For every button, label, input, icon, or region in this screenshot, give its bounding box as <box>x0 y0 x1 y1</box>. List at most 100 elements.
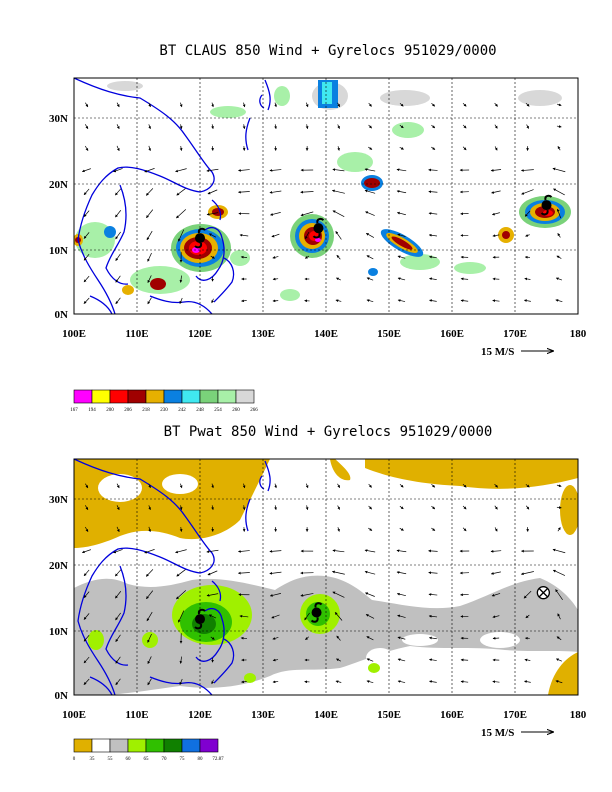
pwat-area <box>560 485 578 535</box>
wind-vector <box>491 593 501 597</box>
lon-tick-label: 140E <box>314 709 338 721</box>
lon-tick-label: 110E <box>125 709 148 721</box>
wind-vector <box>179 483 183 489</box>
wind-vector <box>304 255 310 259</box>
lon-tick-label: 150E <box>377 709 401 721</box>
wind-vector <box>555 299 563 303</box>
wind-vector <box>113 549 123 554</box>
wind-vector <box>237 190 250 194</box>
lat-axis: 0N 10N 20N 30N <box>49 113 68 321</box>
wind-vector <box>269 593 281 597</box>
reference-vector: 15 M/S <box>481 727 553 739</box>
wind-vector <box>365 614 375 619</box>
wind-vector <box>366 255 374 260</box>
cloud-area <box>274 86 290 106</box>
wind-vector <box>237 549 250 553</box>
wind-vector <box>83 613 90 620</box>
cloud-area <box>280 289 300 301</box>
cyclone-tail <box>316 217 325 224</box>
wind-vector <box>428 233 438 237</box>
wind-vector <box>555 589 563 600</box>
wind-vector <box>364 189 376 194</box>
wind-vector <box>462 124 467 129</box>
wind-vector <box>555 277 563 281</box>
colorbar-tick-label: 0 <box>73 757 76 762</box>
coastline <box>74 459 215 695</box>
wind-vector <box>396 549 407 553</box>
wind-vector <box>148 505 151 511</box>
wind-vector <box>428 255 437 259</box>
lat-tick-label: 0N <box>55 309 69 321</box>
map-frame <box>73 77 579 315</box>
wind-vector <box>242 102 246 108</box>
wind-vector <box>524 210 531 217</box>
colorbar-swatch <box>145 738 165 753</box>
wind-vector <box>556 103 562 107</box>
wind-vector <box>492 615 500 619</box>
coastline <box>89 676 213 695</box>
wind-vector <box>396 190 407 194</box>
cyclone-symbol <box>540 194 553 216</box>
wind-vector <box>396 592 406 597</box>
colorbar: 0 35 55 60 65 70 75 80 72.87 <box>73 738 224 762</box>
pwat-area <box>88 630 104 650</box>
wind-vector <box>337 483 340 489</box>
wind-vector <box>520 571 534 576</box>
colorbar-swatch <box>235 389 255 404</box>
wind-vector <box>331 570 345 575</box>
gyre-markers <box>194 194 553 249</box>
cyclone-core <box>313 223 324 234</box>
wind-vector <box>83 591 90 599</box>
wind-vector <box>116 526 120 533</box>
cyclone-symbol <box>194 608 206 630</box>
lon-tick-label: 100E <box>62 328 86 340</box>
wind-vector <box>492 234 500 237</box>
wind-vector <box>428 571 438 575</box>
pwat-area <box>98 474 142 502</box>
wind-vector <box>523 299 531 303</box>
wind-vector <box>115 297 121 305</box>
wind-vector <box>431 527 436 531</box>
colorbar-tick-label: 70 <box>162 757 168 762</box>
wind-vector <box>552 548 566 554</box>
wind-vector <box>462 146 467 151</box>
wind-vector <box>520 168 534 172</box>
wind-vector <box>115 612 121 621</box>
wind-vector <box>490 549 502 553</box>
wind-vector <box>494 146 498 151</box>
wind-vector <box>83 253 90 261</box>
wind-vector <box>300 211 314 217</box>
wind-vector <box>521 189 534 195</box>
wind-vector <box>148 526 151 533</box>
wind-vector <box>337 146 340 151</box>
wind-vector <box>397 255 406 259</box>
wind-vector <box>178 610 185 623</box>
wind-vector <box>429 680 437 683</box>
wind-vector <box>428 636 437 640</box>
wind-vector <box>525 234 530 237</box>
wind-vector <box>274 102 277 108</box>
cyclone-core <box>541 200 552 211</box>
wind-vector <box>115 591 122 599</box>
wind-vector <box>460 658 469 662</box>
wind-vector <box>397 614 406 618</box>
wind-vector <box>85 483 89 489</box>
wind-vector <box>335 680 342 684</box>
wind-vector <box>524 658 531 662</box>
panel-bottom: BT Pwat 850 Wind + Gyrelocs 951029/0000 <box>49 424 587 762</box>
map-area <box>74 78 578 314</box>
wind-vector <box>334 612 343 621</box>
wind-vector <box>179 275 183 283</box>
wind-vector <box>81 549 91 554</box>
wind-vector <box>238 169 250 172</box>
wind-vector <box>556 484 562 488</box>
wind-vector <box>399 102 404 107</box>
wind-vector <box>366 277 374 281</box>
wind-vector <box>274 483 277 489</box>
wind-vector <box>336 635 341 641</box>
cloud-area <box>210 106 246 118</box>
wind-vector <box>241 299 247 303</box>
wind-vector <box>397 277 406 281</box>
wind-vector <box>147 633 152 643</box>
wind-vector <box>526 505 530 510</box>
